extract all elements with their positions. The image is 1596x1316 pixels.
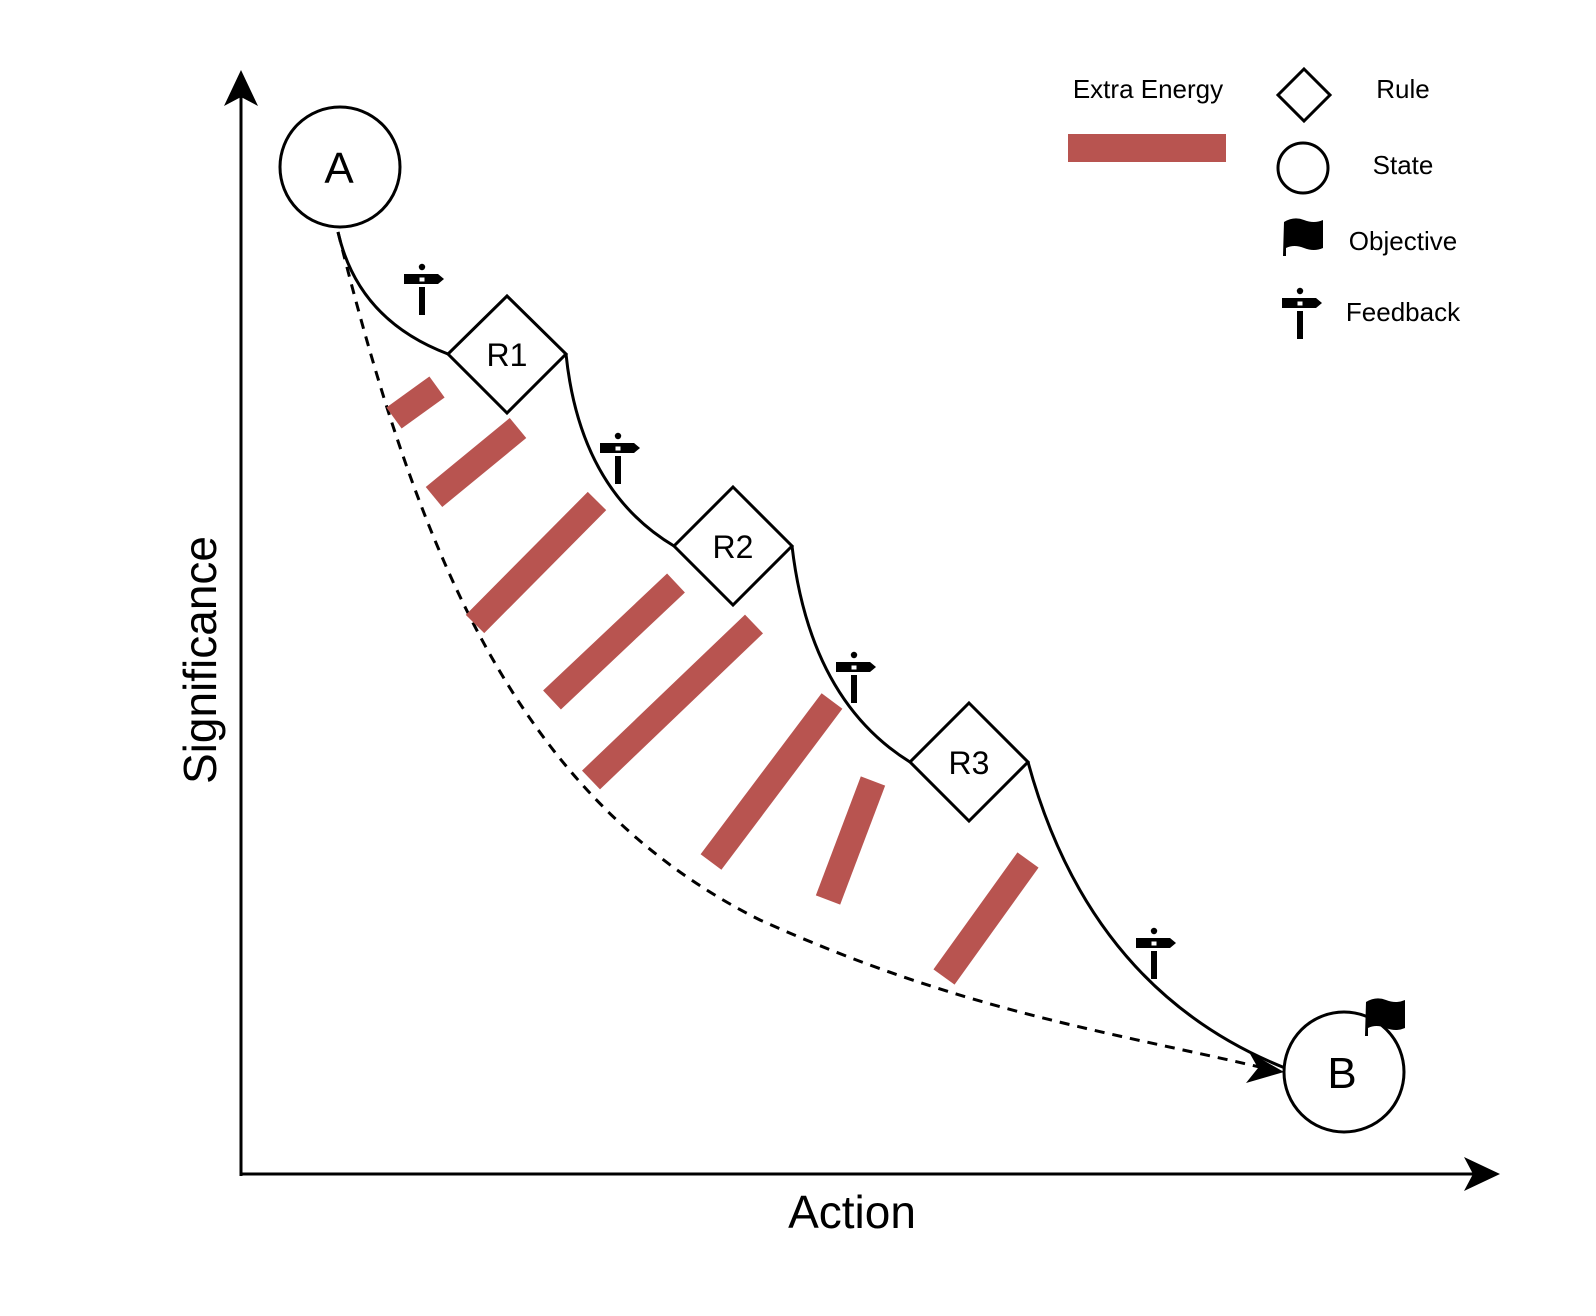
y-axis-label: Significance	[174, 536, 226, 784]
legend-diamond-icon	[1275, 66, 1333, 124]
x-axis-label: Action	[788, 1186, 916, 1238]
rule-r1: R1	[445, 293, 569, 416]
state-label: B	[1327, 1049, 1356, 1098]
feedback-signpost-icon	[600, 432, 640, 484]
state-b: B	[1282, 1010, 1406, 1134]
legend-extra-energy-label: Extra Energy	[1073, 74, 1223, 104]
legend-feedback-label: Feedback	[1346, 297, 1461, 327]
direct-path-dashed	[336, 231, 1265, 1070]
x-axis	[240, 1157, 1500, 1191]
x-axis-arrow-icon	[1464, 1157, 1500, 1191]
y-axis-arrow-icon	[224, 70, 258, 106]
legend-rule-label: Rule	[1376, 74, 1429, 104]
extra-energy-bars	[386, 376, 1039, 985]
direct-path-arrow-icon	[1246, 1052, 1284, 1083]
energy-bar	[465, 491, 607, 634]
rule-path	[336, 231, 1286, 1070]
rule-label: R3	[949, 745, 990, 781]
state-a: A	[278, 105, 402, 229]
legend-flag-icon	[1283, 218, 1323, 256]
rule-r2: R2	[671, 484, 795, 608]
energy-bar	[543, 573, 685, 710]
feedback-signpost-icon	[404, 263, 444, 315]
energy-bar	[425, 417, 527, 508]
energy-bar	[700, 693, 843, 870]
rule-label: R1	[487, 337, 528, 373]
legend: Extra Energy Rule State Objective Feedba…	[1068, 66, 1461, 339]
state-label: A	[324, 144, 354, 193]
legend-state-label: State	[1373, 150, 1434, 180]
legend-signpost-icon	[1282, 287, 1322, 339]
rule-label: R2	[713, 529, 754, 565]
legend-extra-energy-swatch	[1068, 134, 1226, 162]
energy-bar	[582, 614, 763, 790]
energy-bar	[815, 776, 886, 905]
legend-objective-label: Objective	[1349, 226, 1457, 256]
energy-bar	[386, 376, 445, 429]
y-axis	[224, 70, 258, 1176]
energy-bar	[933, 852, 1039, 985]
rule-r3: R3	[907, 700, 1031, 824]
legend-circle-icon	[1276, 141, 1330, 195]
